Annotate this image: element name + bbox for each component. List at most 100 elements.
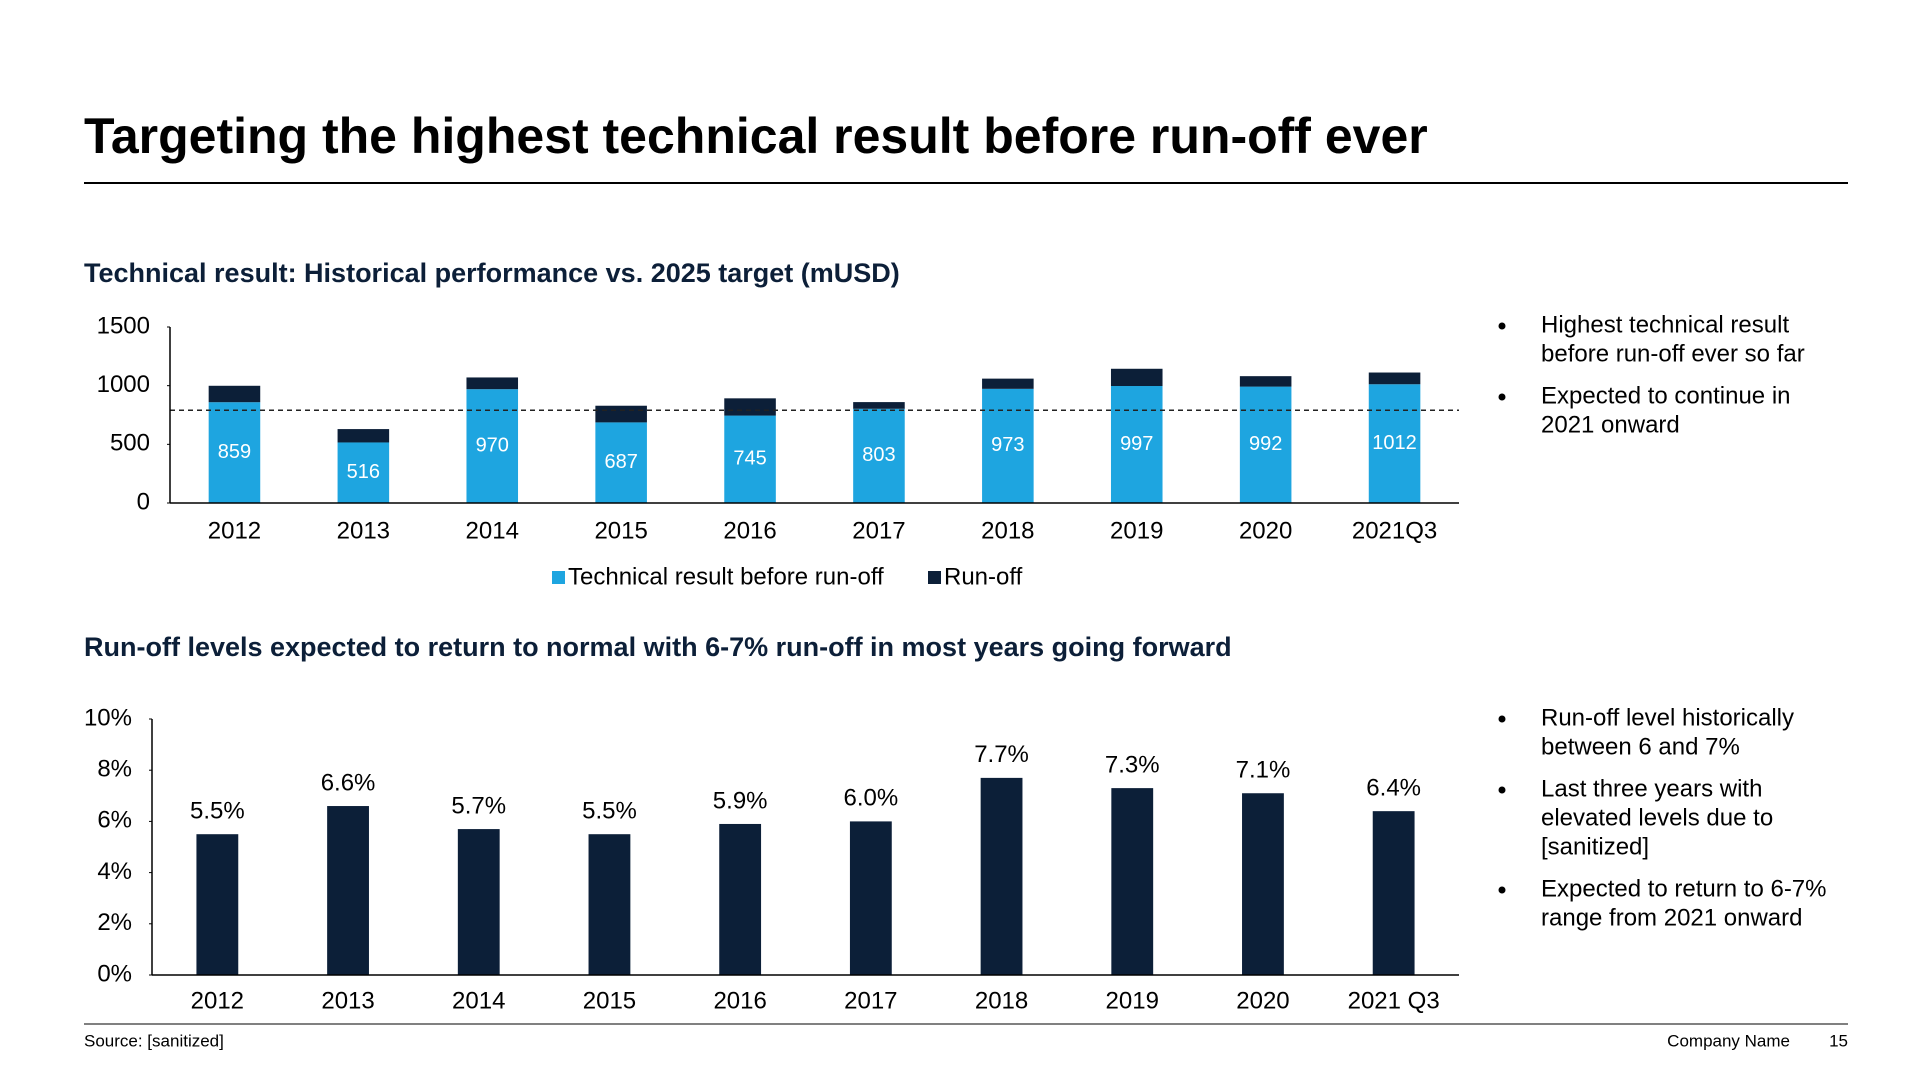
bullet-text: Expected to continue in xyxy=(1541,382,1791,409)
y-tick-label: 500 xyxy=(110,430,150,457)
y-tick-label: 0% xyxy=(97,960,132,987)
x-tick-label: 2012 xyxy=(191,987,244,1014)
bar-segment xyxy=(1239,386,1292,503)
x-tick-label: 2018 xyxy=(981,517,1034,544)
x-tick-label: 2017 xyxy=(852,517,905,544)
bar-segment xyxy=(595,422,647,503)
bullet-dot xyxy=(1498,786,1506,794)
bar-segment xyxy=(724,415,776,503)
data-label: 997 xyxy=(1120,433,1153,455)
x-tick-label: 2012 xyxy=(208,517,261,544)
y-tick-label: 8% xyxy=(97,756,132,783)
data-label: 6.4% xyxy=(1366,775,1421,802)
bar-segment xyxy=(1110,368,1163,387)
bar-segment xyxy=(595,405,647,423)
bar-segment xyxy=(337,429,390,443)
bullet-text: range from 2021 onward xyxy=(1541,904,1803,931)
data-label: 992 xyxy=(1249,433,1282,455)
legend-label: Technical result before run-off xyxy=(568,563,884,590)
legend-swatch xyxy=(928,571,941,584)
bar-segment xyxy=(466,377,519,390)
bullet-text: before run-off ever so far xyxy=(1541,340,1805,367)
data-label: 859 xyxy=(218,441,251,463)
bullet-dot xyxy=(1498,322,1506,330)
chart-title: Run-off levels expected to return to nor… xyxy=(84,632,1232,662)
bar-segment xyxy=(1239,376,1292,387)
y-tick-label: 6% xyxy=(97,807,132,834)
bar xyxy=(327,806,369,975)
x-tick-label: 2019 xyxy=(1110,517,1163,544)
x-tick-label: 2017 xyxy=(844,987,897,1014)
x-tick-label: 2013 xyxy=(337,517,390,544)
data-label: 7.3% xyxy=(1105,751,1160,778)
data-label: 5.5% xyxy=(582,798,637,825)
y-tick-label: 10% xyxy=(84,704,132,731)
bar xyxy=(849,821,892,975)
y-tick-label: 2% xyxy=(97,909,132,936)
x-tick-label: 2020 xyxy=(1236,987,1289,1014)
data-label: 687 xyxy=(604,451,637,473)
bar xyxy=(588,834,631,975)
source: Source: [sanitized] xyxy=(84,1031,224,1050)
data-label: 5.9% xyxy=(713,787,768,814)
data-label: 7.7% xyxy=(974,741,1029,768)
bar xyxy=(1111,788,1154,975)
bar xyxy=(719,823,762,975)
bullet-dot xyxy=(1498,715,1506,723)
bar xyxy=(1242,793,1284,975)
data-label: 970 xyxy=(476,434,509,456)
x-tick-label: 2019 xyxy=(1106,987,1159,1014)
bullet-text: Run-off level historically xyxy=(1541,704,1794,731)
chart-title: Technical result: Historical performance… xyxy=(84,258,900,288)
bar-segment xyxy=(982,388,1034,503)
data-label: 6.0% xyxy=(843,785,898,812)
bar-segment xyxy=(982,378,1034,389)
bullet-text: [sanitized] xyxy=(1541,833,1649,860)
data-label: 7.1% xyxy=(1236,757,1291,784)
x-tick-label: 2016 xyxy=(723,517,776,544)
legend-swatch xyxy=(552,571,565,584)
bar xyxy=(457,829,500,975)
bar-segment xyxy=(337,442,390,503)
data-label: 1012 xyxy=(1372,432,1417,454)
bar-segment xyxy=(724,398,776,416)
bar-segment xyxy=(1110,386,1163,503)
x-tick-label: 2015 xyxy=(594,517,647,544)
bar xyxy=(1372,811,1415,975)
x-tick-label: 2020 xyxy=(1239,517,1292,544)
x-tick-label: 2015 xyxy=(583,987,636,1014)
bullet-text: 2021 onward xyxy=(1541,411,1680,438)
data-label: 516 xyxy=(347,461,380,483)
x-tick-label: 2016 xyxy=(713,987,766,1014)
y-tick-label: 0 xyxy=(137,488,150,515)
y-tick-label: 1500 xyxy=(97,312,150,339)
y-tick-label: 4% xyxy=(97,858,132,885)
bullet-text: between 6 and 7% xyxy=(1541,733,1740,760)
bullet-dot xyxy=(1498,886,1506,894)
bar-segment xyxy=(1368,384,1421,503)
slide-title: Targeting the highest technical result b… xyxy=(84,108,1428,164)
legend-label: Run-off xyxy=(944,563,1023,590)
bullet-dot xyxy=(1498,393,1506,401)
x-tick-label: 2018 xyxy=(975,987,1028,1014)
data-label: 745 xyxy=(733,448,766,470)
company-name: Company Name xyxy=(1667,1031,1790,1050)
bullet-text: Highest technical result xyxy=(1541,311,1789,338)
page-number: 15 xyxy=(1829,1031,1848,1050)
bullet-text: Last three years with xyxy=(1541,775,1762,802)
bullet-text: elevated levels due to xyxy=(1541,804,1773,831)
bar xyxy=(196,834,239,975)
bar-segment xyxy=(1368,372,1421,385)
data-label: 973 xyxy=(991,434,1024,456)
bar-segment xyxy=(853,402,905,409)
y-tick-label: 1000 xyxy=(97,371,150,398)
data-label: 5.5% xyxy=(190,798,245,825)
data-label: 6.6% xyxy=(321,769,376,796)
bullet-text: Expected to return to 6-7% xyxy=(1541,875,1827,902)
x-tick-label: 2014 xyxy=(452,987,505,1014)
x-tick-label: 2013 xyxy=(321,987,374,1014)
bar-segment xyxy=(208,385,261,403)
bar xyxy=(980,777,1023,975)
x-tick-label: 2021 Q3 xyxy=(1348,987,1440,1014)
